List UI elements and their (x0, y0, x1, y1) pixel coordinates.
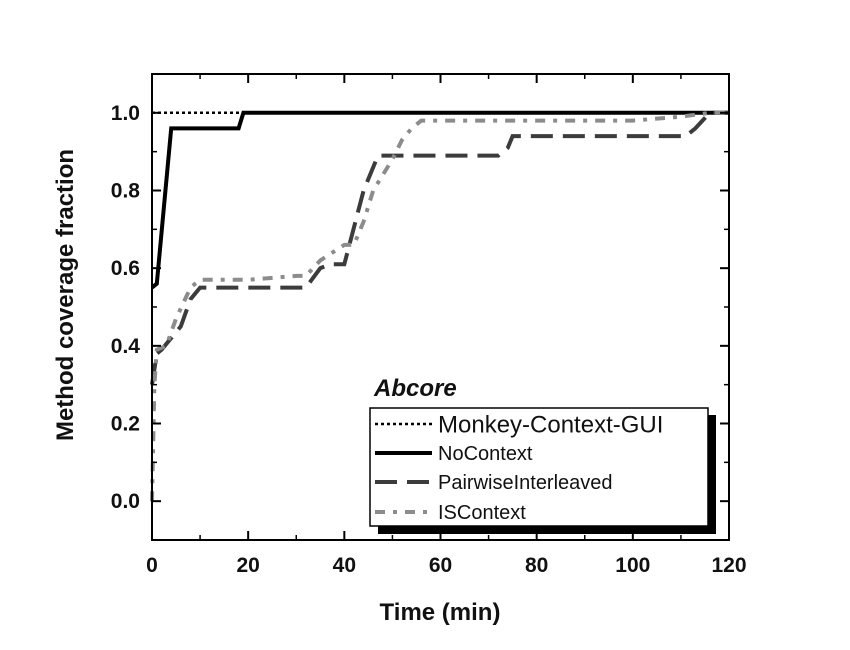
x-tick-label: 80 (525, 554, 548, 577)
legend-label: ISContext (438, 502, 526, 524)
legend-title: Abcore (373, 375, 457, 402)
series-line-iscontext (150, 110, 729, 502)
legend-label: Monkey-Context-GUI (438, 412, 663, 439)
series-line-nocontext (150, 110, 729, 290)
y-tick-label: 0.6 (111, 257, 140, 280)
legend-items: Monkey-Context-GUI NoContext PairwiseInter… (375, 412, 663, 524)
y-tick-label: 1.0 (111, 102, 140, 125)
x-tick-label: 120 (711, 554, 746, 577)
x-tick-label: 60 (429, 554, 452, 577)
y-tick-label: 0.8 (111, 180, 141, 203)
y-tick-label: 0.2 (111, 413, 140, 436)
y-tick-label: 0.4 (111, 335, 141, 358)
legend-item: NoContext (375, 443, 533, 465)
legend-box (369, 407, 709, 527)
legend-label: PairwiseInterleaved (438, 472, 613, 494)
series-line-pairwiseinterleaved (150, 110, 729, 386)
x-tick-label: 100 (615, 554, 650, 577)
ticks: 0 20 40 60 80 100 120 0.0 0.2 0.4 0.6 0.8 1.0 (111, 73, 747, 577)
legend-item: Monkey-Context-GUI (375, 412, 663, 439)
x-tick-label: 20 (236, 554, 259, 577)
x-tick-label: 0 (146, 554, 158, 577)
x-tick-label: 40 (333, 554, 356, 577)
series-layer (150, 110, 729, 502)
x-axis-title: Time (min) (380, 599, 501, 626)
legend-item: ISContext (375, 502, 526, 524)
y-axis-title: Method coverage fraction (52, 149, 79, 441)
legend-item: PairwiseInterleaved (375, 472, 613, 494)
y-tick-label: 0.0 (111, 490, 140, 513)
legend: Abcore Monkey-Context-GUI NoContext Pairwi… (369, 375, 716, 534)
legend-label: NoContext (438, 443, 533, 465)
